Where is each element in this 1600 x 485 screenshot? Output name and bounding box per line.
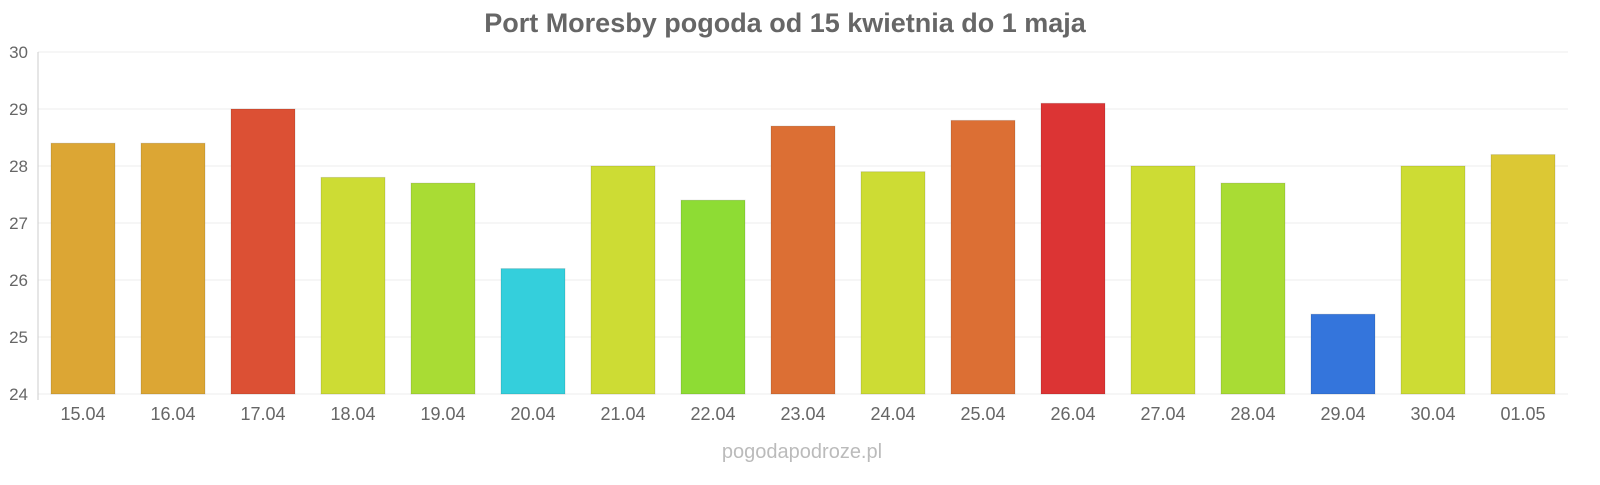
bar-17.04 [230,108,296,395]
x-tick-label: 24.04 [870,404,915,424]
bar-18.04 [320,176,386,395]
x-tick-label: 30.04 [1410,404,1455,424]
y-tick-label: 27 [9,214,28,233]
chart-title: Port Moresby pogoda od 15 kwietnia do 1 … [484,8,1087,38]
bar-01.05 [1490,154,1556,395]
x-tick-label: 28.04 [1230,404,1275,424]
x-tick-label: 27.04 [1140,404,1185,424]
bar-25.04 [950,119,1016,395]
bar-19.04 [410,182,476,395]
x-tick-label: 19.04 [420,404,465,424]
x-tick-label: 29.04 [1320,404,1365,424]
bar-21.04 [590,165,656,395]
y-axis-ticks: 24 25 26 27 28 29 30 [9,43,28,404]
x-tick-label: 25.04 [960,404,1005,424]
x-tick-label: 17.04 [240,404,285,424]
x-tick-label: 20.04 [510,404,555,424]
x-tick-label: 16.04 [150,404,195,424]
bar-27.04 [1130,165,1196,395]
x-tick-label: 26.04 [1050,404,1095,424]
bar-20.04 [500,268,566,395]
y-tick-label: 25 [9,328,28,347]
y-tick-label: 26 [9,271,28,290]
y-tick-label: 28 [9,157,28,176]
y-tick-label: 24 [9,385,28,404]
bar-26.04 [1040,102,1106,395]
y-tick-label: 30 [9,43,28,62]
x-tick-label: 21.04 [600,404,645,424]
bar-15.04 [50,142,116,395]
bar-24.04 [860,171,926,395]
x-tick-label: 15.04 [60,404,105,424]
bar-28.04 [1220,182,1286,395]
x-axis-ticks: 15.04 16.04 17.04 18.04 19.04 20.04 21.04 22.04… [60,404,1545,424]
bar-16.04 [140,142,206,395]
bar-22.04 [680,199,746,395]
x-tick-label: 22.04 [690,404,735,424]
bar-30.04 [1400,165,1466,395]
x-tick-label: 18.04 [330,404,375,424]
x-tick-label: 01.05 [1500,404,1545,424]
watermark: pogodapodroze.pl [722,441,882,463]
bars [50,102,1556,395]
bar-23.04 [770,125,836,395]
x-tick-label: 23.04 [780,404,825,424]
y-tick-label: 29 [9,100,28,119]
bar-29.04 [1310,313,1376,395]
